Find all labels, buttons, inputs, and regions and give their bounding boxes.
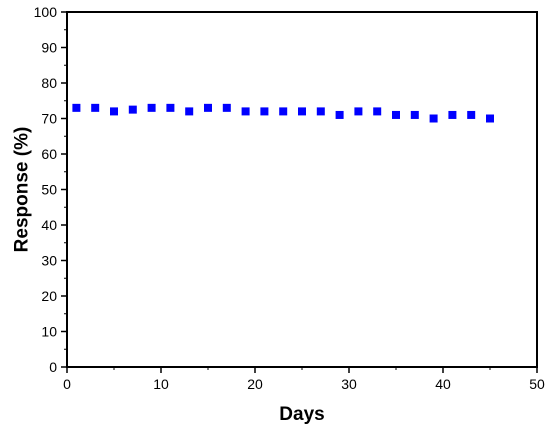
data-point	[260, 107, 269, 116]
data-points	[72, 103, 494, 123]
y-tick-label: 20	[41, 288, 57, 304]
data-point	[241, 107, 250, 116]
data-point	[128, 105, 137, 114]
y-tick-label: 50	[41, 182, 57, 198]
data-point	[448, 110, 457, 119]
data-point	[467, 110, 476, 119]
x-tick-label: 0	[63, 376, 71, 392]
y-tick-label: 90	[41, 40, 57, 56]
data-point	[110, 107, 118, 116]
y-tick-label: 70	[41, 111, 57, 127]
data-point	[222, 103, 231, 112]
data-point	[279, 107, 288, 116]
y-tick-label: 40	[41, 217, 57, 233]
x-tick-label: 50	[529, 376, 545, 392]
data-point	[392, 110, 400, 119]
x-axis-title: Days	[279, 404, 324, 425]
y-tick-label: 30	[41, 253, 57, 269]
data-point	[335, 110, 344, 119]
data-point	[429, 114, 438, 123]
x-tick-label: 20	[247, 376, 263, 392]
data-point	[316, 107, 325, 116]
data-point	[486, 114, 494, 123]
data-point	[91, 103, 100, 112]
y-tick-label: 60	[41, 146, 57, 162]
y-tick-label: 0	[49, 359, 57, 375]
data-point	[166, 103, 175, 112]
y-axis-ticks: 0 10 20 30 40 50 60 70 80 90 100	[34, 4, 67, 375]
data-point	[373, 107, 382, 116]
data-point	[204, 103, 212, 112]
data-point	[185, 107, 194, 116]
data-point	[298, 107, 306, 116]
x-tick-label: 40	[435, 376, 451, 392]
data-point	[410, 110, 419, 119]
x-tick-label: 30	[341, 376, 357, 392]
y-tick-label: 10	[41, 324, 57, 340]
data-point	[147, 103, 156, 112]
y-tick-label: 80	[41, 75, 57, 91]
x-axis-ticks: 0 10 20 30 40 50	[63, 367, 545, 392]
data-point	[354, 107, 363, 116]
y-axis-title: Response (%)	[12, 127, 33, 253]
data-point	[72, 103, 81, 112]
x-tick-label: 10	[153, 376, 169, 392]
plot-area-frame	[66, 11, 538, 368]
y-tick-label: 100	[34, 4, 58, 20]
